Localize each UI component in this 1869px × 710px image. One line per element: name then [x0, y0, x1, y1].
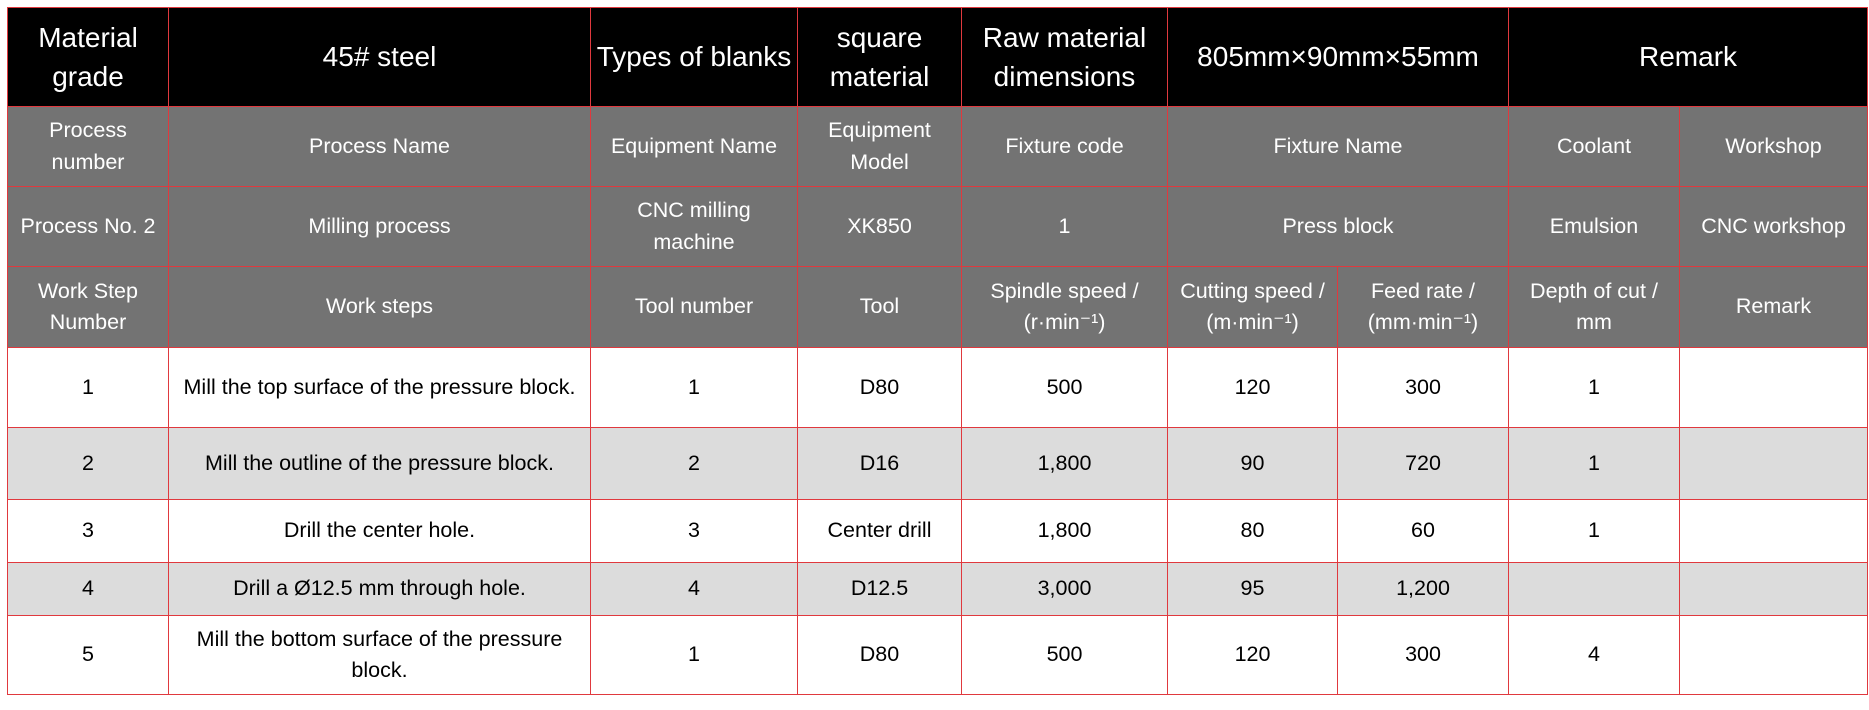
spindle-speed-cell: 1,800	[961, 499, 1168, 563]
step-description-cell: Mill the top surface of the pressure blo…	[168, 347, 591, 428]
spindle-speed-cell: 3,000	[961, 562, 1168, 616]
process-header-row: Process number Process Name Equipment Na…	[7, 106, 1869, 187]
equipment-name: CNC milling machine	[590, 186, 798, 267]
step-number-cell: 3	[7, 499, 169, 563]
material-header-row: Material grade 45# steel Types of blanks…	[7, 7, 1869, 107]
cutting-speed-cell: 90	[1167, 427, 1338, 500]
cutting-speed-cell: 80	[1167, 499, 1338, 563]
cutting-speed-cell: 95	[1167, 562, 1338, 616]
fixture-code: 1	[961, 186, 1168, 267]
tool-number-header: Tool number	[590, 266, 798, 348]
depth-of-cut-cell: 1	[1508, 427, 1680, 500]
fixture-name: Press block	[1167, 186, 1509, 267]
coolant: Emulsion	[1508, 186, 1680, 267]
step-number-header: Work Step Number	[7, 266, 169, 348]
tool-cell: Center drill	[797, 499, 962, 563]
step-description-cell: Mill the bottom surface of the pressure …	[168, 615, 591, 695]
tool-number-cell: 1	[590, 347, 798, 428]
equipment-model-header: Equipment Model	[797, 106, 962, 187]
fixture-name-header: Fixture Name	[1167, 106, 1509, 187]
step-number-cell: 4	[7, 562, 169, 616]
process-name: Milling process	[168, 186, 591, 267]
depth-of-cut-cell: 4	[1508, 615, 1680, 695]
cutting-speed-cell: 120	[1167, 347, 1338, 428]
step-description-cell: Drill the center hole.	[168, 499, 591, 563]
process-row: Process No. 2 Milling process CNC millin…	[7, 186, 1869, 267]
step-number-cell: 1	[7, 347, 169, 428]
process-number: Process No. 2	[7, 186, 169, 267]
spindle-speed-cell: 500	[961, 347, 1168, 428]
feed-rate-cell: 1,200	[1337, 562, 1509, 616]
remark-cell	[1678, 499, 1869, 563]
work-steps-header: Work steps	[168, 266, 591, 348]
table-row: 4 Drill a Ø12.5 mm through hole. 4 D12.5 3,0…	[7, 562, 1869, 616]
tool-number-cell: 4	[590, 562, 798, 616]
tool-header: Tool	[797, 266, 962, 348]
remark-label: Remark	[1507, 7, 1869, 107]
feed-rate-cell: 300	[1337, 347, 1509, 428]
step-number-cell: 2	[7, 427, 169, 500]
step-description-cell: Mill the outline of the pressure block.	[168, 427, 591, 500]
step-header-row: Work Step Number Work steps Tool number …	[7, 266, 1869, 348]
depth-of-cut-cell: 1	[1508, 347, 1680, 428]
spindle-speed-cell: 1,800	[961, 427, 1168, 500]
spindle-speed-cell: 500	[961, 615, 1168, 695]
coolant-header: Coolant	[1508, 106, 1680, 187]
raw-dims-value: 805mm×90mm×55mm	[1167, 7, 1509, 107]
raw-dims-label: Raw material dimensions	[961, 7, 1168, 107]
blank-type-label: Types of blanks	[590, 7, 798, 107]
table-row: 5 Mill the bottom surface of the pressure…	[7, 615, 1869, 695]
remark-cell	[1678, 347, 1869, 428]
table-row: 3 Drill the center hole. 3 Center drill 1,80…	[7, 499, 1869, 563]
spindle-speed-header: Spindle speed / (r·min⁻¹)	[961, 266, 1168, 348]
equipment-name-header: Equipment Name	[590, 106, 798, 187]
remark-header: Remark	[1678, 266, 1869, 348]
workshop-header: Workshop	[1678, 106, 1869, 187]
tool-cell: D12.5	[797, 562, 962, 616]
cutting-speed-header: Cutting speed / (m·min⁻¹)	[1167, 266, 1338, 348]
step-number-cell: 5	[7, 615, 169, 695]
feed-rate-cell: 720	[1337, 427, 1509, 500]
feed-rate-header: Feed rate / (mm·min⁻¹)	[1337, 266, 1509, 348]
depth-of-cut-cell: 1	[1508, 499, 1680, 563]
cutting-speed-cell: 120	[1167, 615, 1338, 695]
tool-cell: D16	[797, 427, 962, 500]
workshop: CNC workshop	[1678, 186, 1869, 267]
table-row: 1 Mill the top surface of the pressure bl…	[7, 347, 1869, 428]
remark-cell	[1678, 562, 1869, 616]
feed-rate-cell: 300	[1337, 615, 1509, 695]
tool-cell: D80	[797, 347, 962, 428]
tool-cell: D80	[797, 615, 962, 695]
process-name-header: Process Name	[168, 106, 591, 187]
step-description-cell: Drill a Ø12.5 mm through hole.	[168, 562, 591, 616]
material-grade-label: Material grade	[7, 7, 169, 107]
process-card-table: Material grade 45# steel Types of blanks…	[7, 7, 1869, 695]
tool-number-cell: 1	[590, 615, 798, 695]
table-row: 2 Mill the outline of the pressure block.…	[7, 427, 1869, 500]
tool-number-cell: 2	[590, 427, 798, 500]
fixture-code-header: Fixture code	[961, 106, 1168, 187]
depth-of-cut-header: Depth of cut / mm	[1508, 266, 1680, 348]
depth-of-cut-cell	[1508, 562, 1680, 616]
material-grade-value: 45# steel	[168, 7, 591, 107]
equipment-model: XK850	[797, 186, 962, 267]
remark-cell	[1678, 427, 1869, 500]
tool-number-cell: 3	[590, 499, 798, 563]
feed-rate-cell: 60	[1337, 499, 1509, 563]
process-number-header: Process number	[7, 106, 169, 187]
remark-cell	[1678, 615, 1869, 695]
blank-type-value: square material	[797, 7, 962, 107]
